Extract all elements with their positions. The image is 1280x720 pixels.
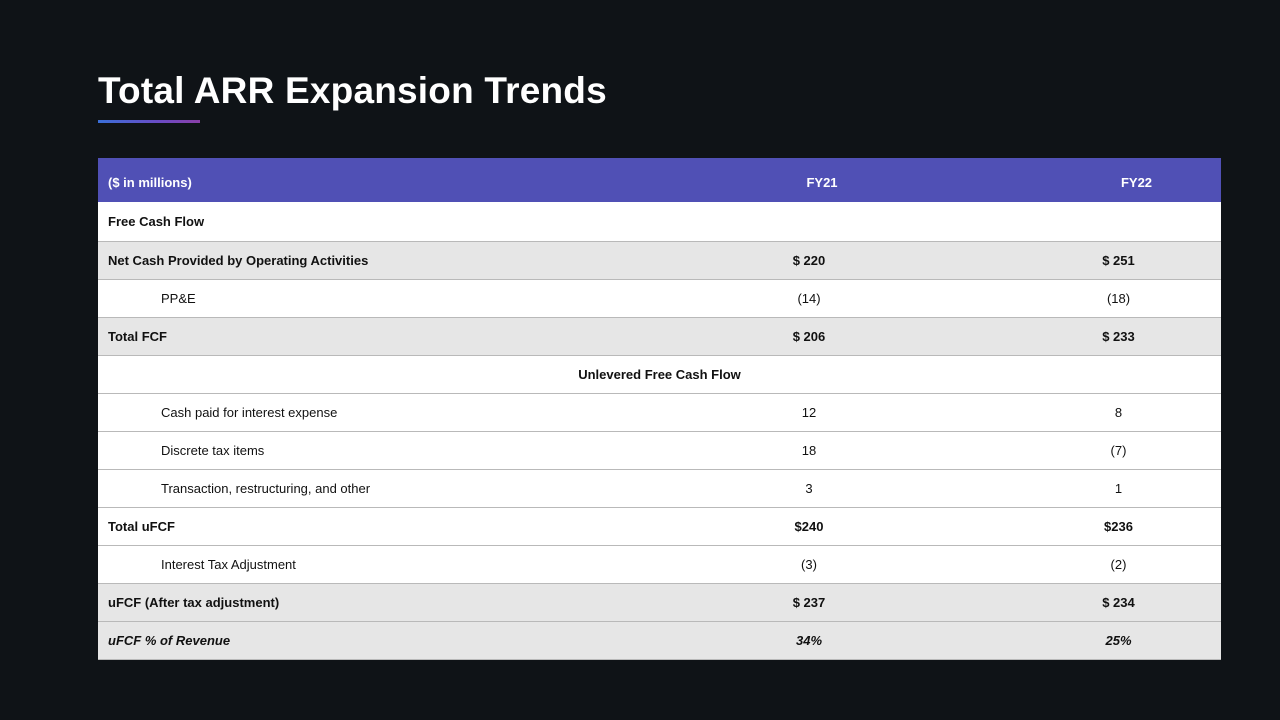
row-total-ufcf: Total uFCF $240 $236 [98, 507, 1221, 545]
title-accent-line [98, 120, 200, 123]
row-fy22-value: $ 251 [1102, 252, 1135, 268]
table-header-row: ($ in millions) FY21 FY22 [98, 158, 1221, 202]
row-net-cash-operating: Net Cash Provided by Operating Activitie… [98, 241, 1221, 279]
row-label: uFCF (After tax adjustment) [108, 594, 280, 610]
row-fy21-value [702, 202, 982, 241]
row-fy21-value: $240 [794, 518, 824, 534]
row-label: Total FCF [108, 328, 167, 344]
row-fy21-value: 12 [801, 404, 817, 420]
row-label: Interest Tax Adjustment [161, 556, 296, 572]
row-fy22-value: $ 233 [1102, 328, 1135, 344]
row-fy22-value [982, 202, 1221, 241]
row-cash-paid-interest: Cash paid for interest expense 12 8 [98, 393, 1221, 431]
row-fy21-value: $ 206 [792, 328, 826, 344]
row-label: Discrete tax items [161, 442, 265, 458]
row-fy21-value: $ 237 [792, 594, 826, 610]
row-fy22-value: 1 [1114, 480, 1123, 496]
row-fy22-value: $ 234 [1102, 594, 1135, 610]
row-fy21-value: 3 [805, 480, 813, 496]
row-unlevered-heading: Unlevered Free Cash Flow [98, 355, 1221, 393]
row-label: uFCF % of Revenue [108, 632, 231, 648]
row-fy21-value: (3) [801, 556, 817, 572]
row-label: PP&E [161, 290, 196, 306]
row-total-fcf: Total FCF $ 206 $ 233 [98, 317, 1221, 355]
free-cash-flow-table: ($ in millions) FY21 FY22 Free Cash Flow… [98, 158, 1221, 660]
row-fy22-value: 8 [1114, 404, 1123, 420]
row-fy21-value: 34% [795, 632, 823, 648]
row-ufcf-after-tax: uFCF (After tax adjustment) $ 237 $ 234 [98, 583, 1221, 621]
header-fy22: FY22 [1120, 174, 1153, 190]
row-ufcf-pct-revenue: uFCF % of Revenue 34% 25% [98, 621, 1221, 659]
row-fy22-value: $236 [1104, 518, 1133, 534]
row-transaction-restructuring: Transaction, restructuring, and other 3 … [98, 469, 1221, 507]
page-title: Total ARR Expansion Trends [98, 70, 607, 111]
row-discrete-tax: Discrete tax items 18 (7) [98, 431, 1221, 469]
header-units: ($ in millions) [108, 174, 192, 190]
row-fy21-value: $ 220 [792, 252, 826, 268]
row-label: Transaction, restructuring, and other [161, 480, 371, 496]
header-fy21: FY21 [806, 174, 838, 190]
row-fy22-value: 25% [1105, 632, 1132, 648]
section-heading-unlevered-fcf: Unlevered Free Cash Flow [578, 366, 741, 382]
row-fy21-value: 18 [801, 442, 817, 458]
row-label: Total uFCF [108, 518, 175, 534]
row-fy21-value: (14) [797, 290, 821, 306]
row-fy22-value: (2) [1110, 556, 1127, 572]
row-free-cash-flow: Free Cash Flow [98, 202, 1221, 241]
row-label: Net Cash Provided by Operating Activitie… [108, 252, 369, 268]
row-fy22-value: (7) [1110, 442, 1127, 458]
row-interest-tax-adjustment: Interest Tax Adjustment (3) (2) [98, 545, 1221, 583]
row-ppe: PP&E (14) (18) [98, 279, 1221, 317]
row-fy22-value: (18) [1106, 290, 1131, 306]
row-label: Cash paid for interest expense [161, 404, 338, 420]
row-label: Free Cash Flow [108, 213, 205, 229]
